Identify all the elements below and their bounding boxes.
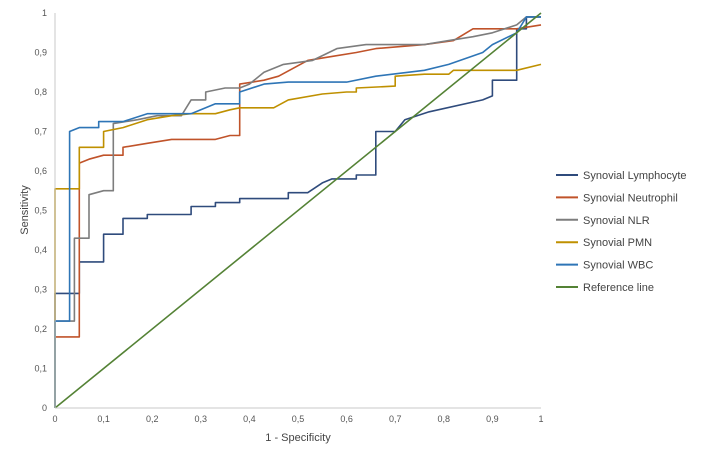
y-tick-label: 0,7 [34,127,47,137]
x-tick-label: 0,2 [146,414,159,424]
y-tick-label: 0,5 [34,206,47,216]
x-tick-label: 0,4 [243,414,256,424]
legend-label-synovial-wbc: Synovial WBC [583,260,653,272]
x-axis-title: 1 - Specificity [265,432,331,444]
x-tick-label: 0,7 [389,414,402,424]
x-tick-label: 0,1 [97,414,110,424]
x-tick-label: 1 [538,414,543,424]
x-tick-label: 0,3 [195,414,208,424]
legend-label-synovial-pmn: Synovial PMN [583,237,652,249]
x-tick-label: 0,9 [486,414,499,424]
series-line-synovial-wbc [54,16,541,408]
axes: 0 0,1 0,2 0,3 0,4 0,5 0,6 0,7 0,8 0,9 1 0 0,1 0,2 0,3 0… [34,8,543,424]
y-tick-label: 0,4 [34,245,47,255]
x-tick-label: 0,8 [438,414,451,424]
series-line-synovial-pmn [54,63,542,408]
x-tick-label: 0 [52,414,57,424]
legend-label-reference-line: Reference line [583,282,654,294]
y-axis-title: Sensitivity [19,185,31,235]
y-tick-label: 1 [42,8,47,18]
y-tick-label: 0,9 [34,48,47,58]
series-line-synovial-lymphocyte [54,16,541,408]
series-line-reference-line [54,12,542,409]
series-line-synovial-nlr [54,16,541,408]
legend-label-synovial-nlr: Synovial NLR [583,215,650,227]
y-tick-label: 0,6 [34,166,47,176]
legend-label-synovial-lymphocyte: Synovial Lymphocyte [583,170,687,182]
legend: Synovial Lymphocyte Synovial Neutrophil Sy… [556,170,687,294]
x-tick-label: 0,5 [292,414,305,424]
y-tick-label: 0 [42,403,47,413]
y-tick-label: 0,3 [34,285,47,295]
plot-area [54,12,542,409]
y-tick-label: 0,8 [34,87,47,97]
legend-label-synovial-neutrophil: Synovial Neutrophil [583,192,678,204]
y-tick-label: 0,1 [34,364,47,374]
y-tick-label: 0,2 [34,324,47,334]
x-tick-label: 0,6 [340,414,353,424]
